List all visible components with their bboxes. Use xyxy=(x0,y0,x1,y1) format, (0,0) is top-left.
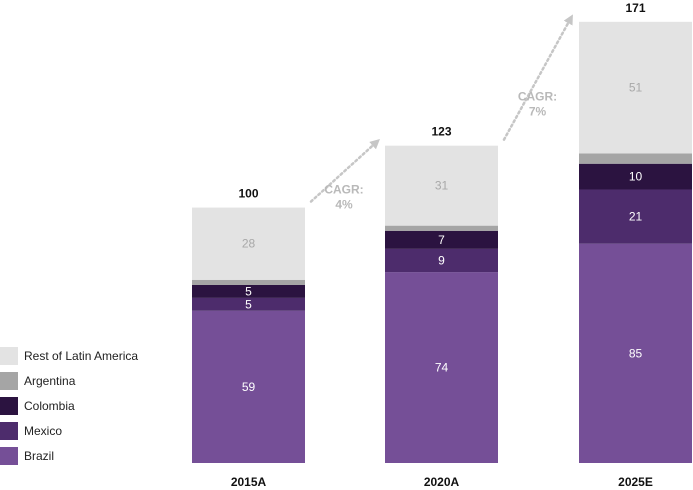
x-tick-label-2015a: 2015A xyxy=(231,475,267,489)
data-label-colombia-2025e: 10 xyxy=(629,170,643,184)
legend-item-mexico: Mexico xyxy=(0,418,138,443)
bar-segment-argentina-2015a xyxy=(192,279,305,285)
bar-segment-mexico-2015a xyxy=(192,297,305,311)
legend-item-colombia: Colombia xyxy=(0,393,138,418)
bar-segment-argentina-2020a xyxy=(385,225,498,231)
data-label-colombia-2020a: 7 xyxy=(438,233,445,247)
cagr-value-1: 4% xyxy=(335,198,353,212)
legend-item-rest-of-latin-america: Rest of Latin America xyxy=(0,343,138,368)
total-label-2020a: 123 xyxy=(431,125,451,139)
bar-segment-colombia-2020a xyxy=(385,230,498,249)
bar-segment-brazil-2025e xyxy=(579,243,692,463)
legend-label: Argentina xyxy=(24,373,76,388)
bar-segment-mexico-2020a xyxy=(385,248,498,273)
bar-segment-rest-of-latin-america-2015a xyxy=(192,207,305,280)
data-label-rest-of-latin-america-2025e: 51 xyxy=(629,81,643,95)
bar-segment-brazil-2015a xyxy=(192,310,305,463)
data-label-rest-of-latin-america-2015a: 28 xyxy=(242,237,256,251)
cagr-arrow-1 xyxy=(309,138,380,203)
legend-label: Colombia xyxy=(24,398,75,413)
legend-swatch xyxy=(0,396,18,415)
data-label-rest-of-latin-america-2020a: 31 xyxy=(435,179,449,193)
legend-swatch xyxy=(0,371,18,390)
data-label-brazil-2020a: 74 xyxy=(435,361,449,375)
legend-item-brazil: Brazil xyxy=(0,443,138,468)
bar-segment-rest-of-latin-america-2020a xyxy=(385,145,498,226)
legend-swatch xyxy=(0,346,18,365)
cagr-label-1: CAGR: xyxy=(324,183,363,197)
legend-label: Mexico xyxy=(24,423,63,438)
data-label-brazil-2015a: 59 xyxy=(242,380,256,394)
data-label-mexico-2025e: 21 xyxy=(629,210,643,224)
bar-segment-colombia-2025e xyxy=(579,163,692,190)
x-tick-label-2020a: 2020A xyxy=(424,475,460,489)
data-label-colombia-2015a: 5 xyxy=(245,284,252,298)
bar-segment-colombia-2015a xyxy=(192,284,305,298)
data-label-mexico-2020a: 9 xyxy=(438,253,445,267)
bar-segment-brazil-2020a xyxy=(385,272,498,463)
bar-segment-rest-of-latin-america-2025e xyxy=(579,21,692,154)
bar-segment-mexico-2025e xyxy=(579,189,692,244)
cagr-value-2: 7% xyxy=(529,105,547,119)
legend-label: Brazil xyxy=(24,448,55,463)
legend: Rest of Latin America Argentina Colombia… xyxy=(0,343,138,468)
cagr-label-2: CAGR: xyxy=(518,90,557,104)
legend-swatch xyxy=(0,446,18,465)
total-label-2025e: 171 xyxy=(625,1,645,15)
total-label-2015a: 100 xyxy=(238,187,258,201)
legend-swatch xyxy=(0,421,18,440)
cagr-arrow-2 xyxy=(502,14,573,141)
legend-item-argentina: Argentina xyxy=(0,368,138,393)
bar-segment-argentina-2025e xyxy=(579,153,692,164)
legend-label: Rest of Latin America xyxy=(24,348,139,363)
data-label-mexico-2015a: 5 xyxy=(245,297,252,311)
x-tick-label-2025e: 2025E xyxy=(618,475,653,489)
data-label-brazil-2025e: 85 xyxy=(629,346,643,360)
